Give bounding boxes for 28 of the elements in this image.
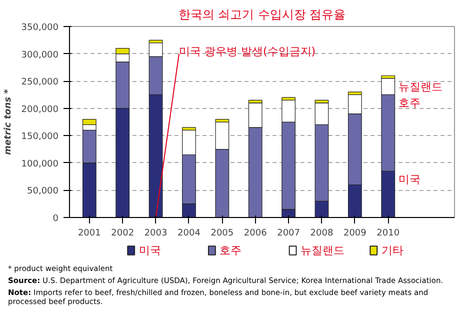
annotation: 미국 — [398, 173, 420, 186]
y-tick-label: 350,000 — [21, 23, 59, 33]
x-tick-label: 2006 — [244, 228, 268, 238]
x-tick-label: 2001 — [78, 228, 101, 238]
y-tick-label: 150,000 — [21, 132, 59, 142]
x-tick-label: 2005 — [210, 228, 234, 238]
x-tick-label: 2003 — [144, 228, 168, 238]
legend-label: 뉴질랜드 — [300, 244, 344, 257]
y-tick-label: 0 — [52, 214, 59, 224]
y-tick-label: 100,000 — [21, 159, 59, 170]
x-tick-label: 2008 — [310, 228, 334, 238]
chart-title: 한국의 쇠고기 수입시장 점유율 — [178, 8, 346, 22]
y-axis-title: metric tons * — [3, 88, 14, 155]
x-tick-label: 2010 — [376, 228, 400, 238]
legend-label: 호주 — [220, 244, 242, 257]
y-tick-label: 250,000 — [21, 78, 59, 88]
legend-label: 미국 — [138, 244, 161, 257]
annotation: 뉴질랜드 — [398, 80, 442, 94]
legend-label: 기타 — [381, 244, 404, 257]
x-tick-label: 2002 — [111, 228, 134, 238]
annotation: 호주 — [398, 96, 420, 110]
x-tick-label: 2009 — [343, 228, 367, 238]
y-tick-label: 200,000 — [21, 104, 59, 115]
x-tick-label: 2007 — [277, 228, 300, 238]
y-tick-label: 300,000 — [21, 50, 59, 60]
y-tick-label: 50,000 — [27, 186, 59, 197]
annotation: 미국 광우병 발생(수입금지) — [179, 44, 316, 58]
x-tick-label: 2004 — [178, 228, 201, 238]
